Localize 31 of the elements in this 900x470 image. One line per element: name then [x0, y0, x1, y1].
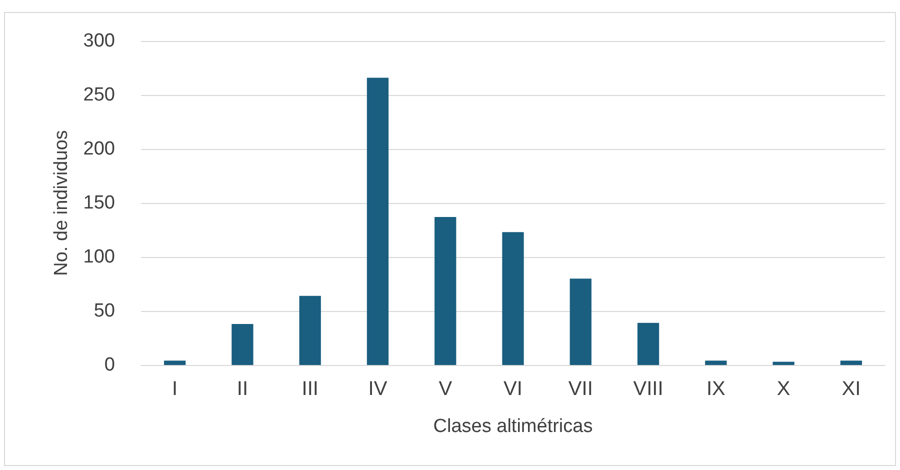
bar	[299, 296, 321, 365]
bar	[772, 362, 794, 365]
x-tick-label: IV	[368, 378, 388, 400]
x-tick-label: XI	[842, 378, 861, 400]
bar	[840, 360, 862, 365]
y-tick-label: 200	[83, 138, 115, 160]
x-axis-title: Clases altimétricas	[433, 416, 593, 437]
x-tick-label: V	[438, 378, 453, 400]
x-tick-label: VII	[568, 378, 593, 400]
bar	[705, 360, 727, 365]
y-tick-label: 250	[83, 84, 115, 106]
x-tick-label: III	[302, 378, 318, 400]
x-tick-label: X	[776, 378, 790, 400]
bar	[502, 232, 524, 365]
y-tick-label: 0	[104, 354, 115, 376]
x-tick-label: IX	[706, 378, 726, 400]
bar	[366, 78, 389, 365]
y-tick-label: 150	[83, 192, 115, 214]
x-tick-label: I	[172, 378, 178, 400]
bar	[232, 324, 254, 365]
x-tick-label: VI	[504, 378, 522, 400]
bar	[434, 217, 456, 365]
y-tick-label: 50	[94, 300, 115, 322]
y-tick-label: 300	[83, 30, 115, 52]
x-tick-label: II	[236, 378, 248, 400]
x-tick-label: VIII	[633, 378, 664, 400]
bar	[570, 278, 592, 365]
y-axis-title: No. de individuos	[51, 130, 72, 276]
bar	[164, 360, 186, 365]
bar	[637, 322, 660, 365]
y-tick-label: 100	[83, 246, 115, 268]
